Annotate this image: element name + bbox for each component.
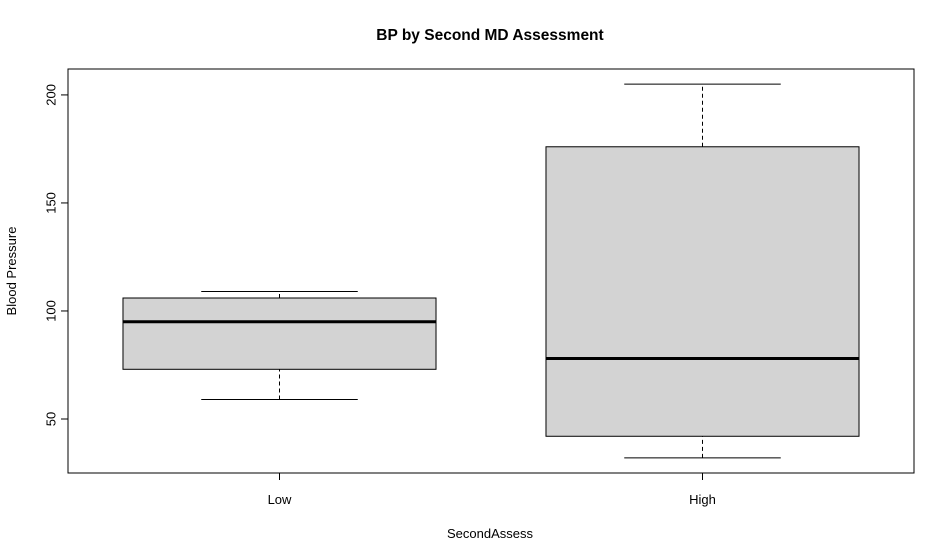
y-tick-label: 200: [43, 84, 58, 106]
x-axis: Low High: [268, 473, 716, 507]
x-tick-label-high: High: [689, 492, 716, 507]
box-high: [545, 83, 860, 459]
iqr-box: [545, 146, 860, 437]
y-axis-label: Blood Pressure: [4, 227, 19, 316]
boxes-layer: [122, 83, 860, 459]
x-tick-label-low: Low: [268, 492, 292, 507]
iqr-box: [122, 297, 437, 370]
chart-title: BP by Second MD Assessment: [376, 27, 603, 44]
y-tick-label: 50: [43, 412, 58, 426]
box-low: [122, 291, 437, 401]
y-tick-label: 150: [43, 192, 58, 214]
y-axis: 50 100 150 200: [43, 84, 69, 426]
y-tick-label: 100: [43, 300, 58, 322]
x-axis-label: SecondAssess: [447, 526, 533, 541]
